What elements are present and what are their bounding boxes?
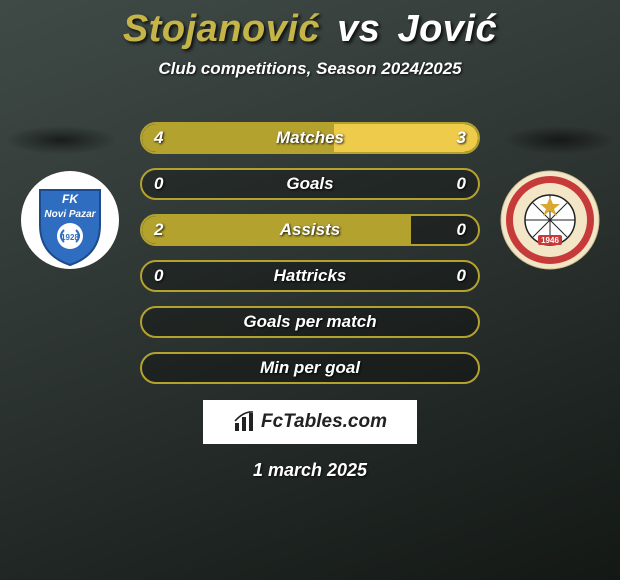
- club-badge-right: 1946: [500, 170, 600, 270]
- stat-label: Matches: [142, 124, 478, 152]
- date-text: 1 march 2025: [0, 460, 620, 481]
- stat-value-left: 4: [154, 124, 163, 152]
- stat-value-right: 0: [457, 216, 466, 244]
- stat-row: Goals per match: [140, 306, 480, 338]
- svg-text:FK: FK: [62, 192, 79, 206]
- stat-row: Goals0 0: [140, 168, 480, 200]
- footer-block: FcTables.com 1 march 2025: [0, 396, 620, 481]
- branding-text: FcTables.com: [261, 411, 387, 433]
- stat-value-right: 0: [457, 170, 466, 198]
- svg-text:Novi Pazar: Novi Pazar: [44, 209, 96, 220]
- subtitle: Club competitions, Season 2024/2025: [0, 59, 620, 79]
- stat-label: Assists: [142, 216, 478, 244]
- stat-label: Goals: [142, 170, 478, 198]
- svg-text:1946: 1946: [541, 236, 559, 245]
- badge-shadow-right: [504, 126, 614, 154]
- stat-row: Min per goal: [140, 352, 480, 384]
- page-title: Stojanović vs Jović: [0, 0, 620, 51]
- stat-value-left: 0: [154, 262, 163, 290]
- player2-name: Jović: [397, 8, 497, 50]
- stat-rows: Matches43Goals00Assists20Hattricks00Goal…: [140, 122, 480, 398]
- branding-strip: FcTables.com: [203, 400, 417, 444]
- stat-row: Matches4 3: [140, 122, 480, 154]
- stat-value-right: 0: [457, 262, 466, 290]
- stat-value-left: 0: [154, 170, 163, 198]
- stat-label: Goals per match: [142, 308, 478, 336]
- comparison-infographic: Stojanović vs Jović Club competitions, S…: [0, 0, 620, 580]
- stat-label: Hattricks: [142, 262, 478, 290]
- player1-name: Stojanović: [123, 8, 320, 50]
- title-connector: vs: [337, 8, 380, 50]
- stat-label: Min per goal: [142, 354, 478, 382]
- stat-row: Hattricks0 0: [140, 260, 480, 292]
- badge-shadow-left: [6, 126, 116, 154]
- stat-row: Assists2 0: [140, 214, 480, 246]
- stat-value-right: 3: [457, 124, 466, 152]
- stat-value-left: 2: [154, 216, 163, 244]
- club-badge-left: FK Novi Pazar 1928: [20, 170, 120, 270]
- bar-chart-icon: [233, 411, 255, 433]
- svg-text:1928: 1928: [61, 233, 79, 242]
